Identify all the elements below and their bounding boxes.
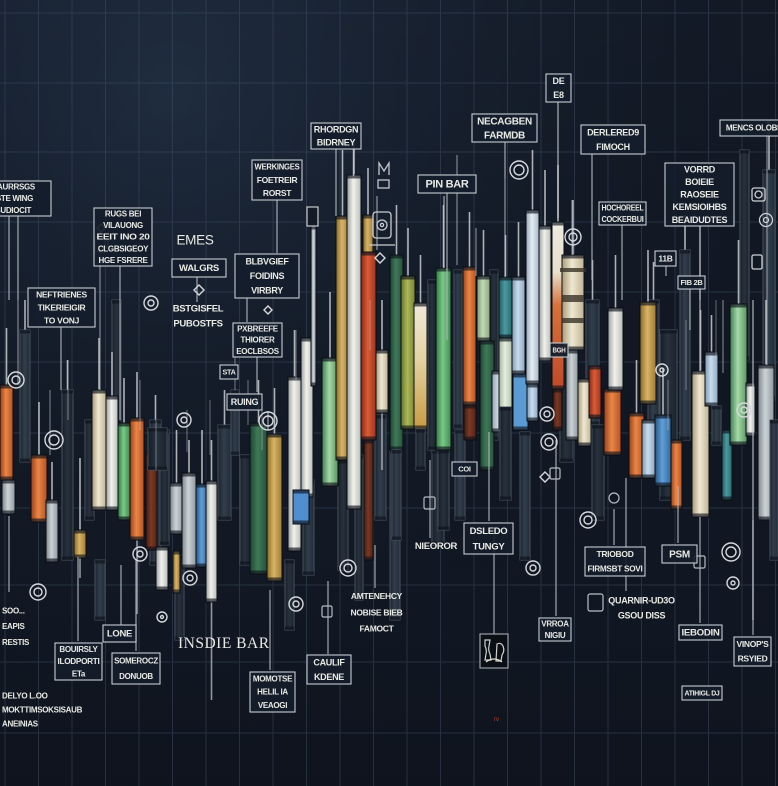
- svg-text:E8: E8: [553, 90, 564, 100]
- svg-text:STA: STA: [223, 369, 236, 376]
- svg-text:FARMDB: FARMDB: [484, 130, 525, 141]
- svg-text:NEFTRIENES: NEFTRIENES: [36, 289, 87, 299]
- svg-text:BLBVGIEF: BLBVGIEF: [245, 256, 289, 266]
- svg-text:SOO...: SOO...: [2, 607, 25, 616]
- svg-text:BGH: BGH: [553, 347, 566, 354]
- svg-text:EBUDIOCIT: EBUDIOCIT: [0, 206, 32, 215]
- svg-text:RORST: RORST: [263, 188, 292, 198]
- svg-text:BOUIRSLY: BOUIRSLY: [59, 645, 98, 654]
- svg-text:COCKERBUI: COCKERBUI: [602, 215, 644, 224]
- svg-text:NIEOROR: NIEOROR: [415, 541, 458, 552]
- svg-text:HELIL IA: HELIL IA: [257, 688, 288, 697]
- svg-text:FOIDINS: FOIDINS: [250, 271, 285, 281]
- svg-text:MENCS OLOBIE: MENCS OLOBIE: [726, 124, 778, 133]
- svg-text:HOCHOREEL: HOCHOREEL: [602, 204, 644, 213]
- svg-text:MOMOTSE: MOMOTSE: [253, 674, 293, 683]
- svg-text:OISTE WING: OISTE WING: [0, 194, 33, 203]
- svg-text:RHORDGN: RHORDGN: [314, 125, 358, 135]
- svg-text:WERKINGES: WERKINGES: [255, 162, 301, 172]
- svg-text:SOMEROCZ: SOMEROCZ: [114, 657, 158, 666]
- svg-text:THIORER: THIORER: [241, 336, 275, 345]
- svg-text:RSYIED: RSYIED: [738, 654, 768, 664]
- svg-text:TO VONJ: TO VONJ: [44, 315, 80, 325]
- svg-text:PSM: PSM: [669, 549, 690, 560]
- svg-text:CAULIF: CAULIF: [313, 657, 345, 667]
- svg-text:BIDRNEY: BIDRNEY: [317, 138, 356, 148]
- svg-text:MOKTTIMSOKSISAUB: MOKTTIMSOKSISAUB: [2, 706, 83, 715]
- svg-text:KEMSIOIHBS: KEMSIOIHBS: [672, 202, 726, 212]
- svg-text:ETa: ETa: [72, 670, 86, 679]
- svg-text:VRROA: VRROA: [541, 620, 569, 629]
- svg-text:PXBREEFE: PXBREEFE: [237, 324, 279, 333]
- svg-text:LONE: LONE: [107, 629, 132, 640]
- svg-text:KDENE: KDENE: [314, 672, 344, 682]
- svg-text:EOCLBSOS: EOCLBSOS: [236, 347, 279, 356]
- svg-text:RUGS BEI: RUGS BEI: [105, 210, 141, 219]
- svg-text:EAPIS: EAPIS: [2, 622, 25, 631]
- svg-text:TUNGY: TUNGY: [473, 542, 506, 553]
- svg-text:EEIT INO 20: EEIT INO 20: [97, 233, 151, 242]
- svg-text:VIRBRY: VIRBRY: [251, 286, 283, 296]
- svg-text:EMES: EMES: [176, 233, 213, 248]
- svg-text:COI: COI: [458, 465, 471, 474]
- svg-text:11B: 11B: [658, 253, 672, 263]
- svg-text:ANEINIAS: ANEINIAS: [2, 720, 39, 729]
- svg-text:RESTIS: RESTIS: [2, 638, 30, 647]
- svg-text:RUING: RUING: [231, 397, 259, 407]
- svg-text:CLGBSIGEOY: CLGBSIGEOY: [98, 244, 149, 253]
- svg-text:FIRMSBT SOVI: FIRMSBT SOVI: [588, 564, 643, 574]
- svg-text:PIN BAR: PIN BAR: [425, 179, 468, 191]
- svg-text:BOIEIE: BOIEIE: [685, 177, 714, 187]
- svg-text:TIKERIEIGIR: TIKERIEIGIR: [38, 302, 86, 312]
- svg-text:NIGIU: NIGIU: [545, 631, 566, 640]
- svg-text:rv: rv: [494, 717, 499, 723]
- svg-text:VINOP'S: VINOP'S: [737, 639, 770, 649]
- svg-text:WALGRS: WALGRS: [179, 263, 219, 274]
- svg-text:INSDIE BAR: INSDIE BAR: [178, 635, 270, 652]
- svg-text:DERLERED9: DERLERED9: [587, 127, 639, 137]
- svg-text:AMTENEHCY: AMTENEHCY: [351, 591, 403, 601]
- svg-text:ATIHIGL DJ: ATIHIGL DJ: [685, 689, 720, 698]
- svg-text:DSLEDO: DSLEDO: [470, 526, 508, 537]
- svg-text:PUBOSTFS: PUBOSTFS: [173, 319, 222, 330]
- svg-text:VILAUONG: VILAUONG: [103, 221, 143, 230]
- svg-text:FIMOCH: FIMOCH: [596, 142, 630, 152]
- svg-text:TRIOBOD: TRIOBOD: [596, 549, 633, 559]
- svg-text:HGE FSRERE: HGE FSRERE: [98, 256, 148, 265]
- svg-text:VORRD: VORRD: [684, 164, 716, 174]
- svg-text:NOBISE BIEB: NOBISE BIEB: [351, 607, 403, 617]
- svg-text:IEBODIN: IEBODIN: [682, 628, 720, 638]
- svg-text:ILODPORTI: ILODPORTI: [58, 657, 100, 666]
- svg-text:BEAIDUDTES: BEAIDUDTES: [672, 215, 728, 225]
- svg-text:GSOU DISS: GSOU DISS: [618, 611, 666, 621]
- svg-text:QUARNIR-UD3O: QUARNIR-UD3O: [608, 596, 675, 606]
- svg-text:FIB 2B: FIB 2B: [681, 278, 704, 287]
- svg-text:NECAGBEN: NECAGBEN: [477, 116, 532, 127]
- svg-text:RAAURRSGS: RAAURRSGS: [0, 183, 36, 192]
- svg-text:VEAOGI: VEAOGI: [258, 701, 287, 710]
- svg-text:DONUOB: DONUOB: [119, 672, 153, 681]
- svg-text:FOETREIR: FOETREIR: [257, 175, 298, 185]
- svg-text:DELYO L.OO: DELYO L.OO: [2, 692, 48, 701]
- svg-text:DE: DE: [553, 76, 565, 86]
- svg-text:FAMOCT: FAMOCT: [359, 624, 394, 634]
- svg-text:RAOSEIE: RAOSEIE: [680, 190, 719, 200]
- svg-text:BSTGISFEL: BSTGISFEL: [173, 304, 224, 315]
